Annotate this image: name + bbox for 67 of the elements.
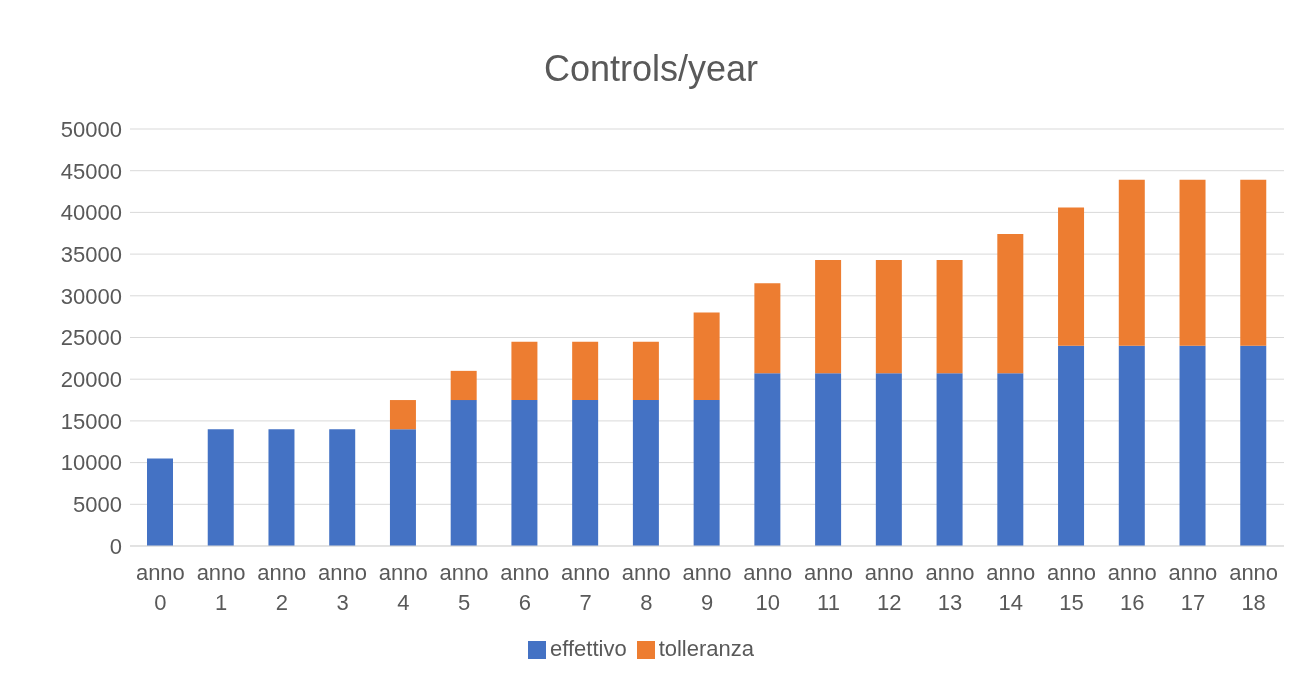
y-tick-label: 50000 [60, 116, 122, 142]
bar [815, 259, 842, 374]
x-tick-label: anno 11 [804, 560, 853, 615]
x-tick-label: anno 7 [561, 560, 610, 615]
x-tick-label: anno 2 [257, 560, 307, 615]
x-tick-label: anno 10 [743, 560, 793, 615]
bar [632, 400, 659, 546]
y-tick-label: 0 [109, 533, 122, 559]
bar [936, 259, 963, 374]
bar [389, 400, 416, 430]
bar [268, 429, 295, 546]
y-tick-label: 30000 [60, 283, 122, 309]
y-tick-label: 5000 [73, 492, 122, 518]
bar [511, 341, 538, 401]
bar [1118, 345, 1145, 546]
x-tick-label: anno 0 [135, 560, 185, 615]
bar [1240, 179, 1267, 346]
bar [754, 373, 781, 546]
bar [1179, 179, 1206, 346]
bar [936, 373, 963, 546]
y-tick-label: 45000 [60, 158, 122, 184]
x-tick-label: anno 15 [1046, 560, 1096, 615]
bar [1179, 345, 1206, 546]
bar [207, 429, 234, 546]
bar [632, 341, 659, 401]
x-tick-label: anno 4 [378, 560, 428, 615]
bar [1058, 345, 1085, 546]
bar [997, 373, 1024, 546]
legend-label: tolleranza [658, 636, 755, 661]
x-tick-label: anno 6 [500, 560, 550, 615]
x-tick-label: anno 1 [196, 560, 246, 615]
x-tick-label: anno 14 [986, 560, 1036, 615]
bar [572, 400, 599, 546]
bar [997, 234, 1024, 374]
bar [147, 458, 173, 546]
bar [389, 429, 416, 546]
x-tick-label: anno 18 [1229, 560, 1279, 615]
bar [450, 370, 477, 401]
bar [875, 373, 902, 546]
bar [1058, 207, 1085, 346]
x-tick-label: anno 3 [318, 560, 368, 615]
bar [754, 283, 781, 374]
x-tick-label: anno 9 [682, 560, 732, 615]
x-tick-label: anno 12 [864, 560, 914, 615]
x-tick-label: anno 17 [1168, 560, 1218, 615]
chart-title: Controls/year [542, 48, 760, 90]
legend-label: effettivo [549, 636, 627, 661]
bar [1118, 179, 1145, 346]
bar [693, 312, 720, 401]
bar [572, 341, 599, 401]
bar [693, 400, 720, 546]
x-tick-label: anno 16 [1107, 560, 1157, 615]
bar [815, 373, 842, 546]
bar [329, 429, 356, 546]
bar [511, 400, 538, 546]
bar [1240, 345, 1267, 546]
bar [450, 400, 477, 546]
y-tick-label: 15000 [60, 408, 122, 434]
y-tick-label: 10000 [60, 450, 122, 476]
y-tick-label: 20000 [60, 367, 122, 393]
bar [875, 259, 902, 374]
y-tick-label: 40000 [60, 200, 122, 226]
x-tick-label: anno 13 [925, 560, 975, 615]
y-tick-label: 25000 [60, 325, 122, 351]
x-tick-label: anno 5 [439, 560, 489, 615]
y-tick-label: 35000 [60, 241, 122, 267]
x-tick-label: anno 8 [621, 560, 671, 615]
